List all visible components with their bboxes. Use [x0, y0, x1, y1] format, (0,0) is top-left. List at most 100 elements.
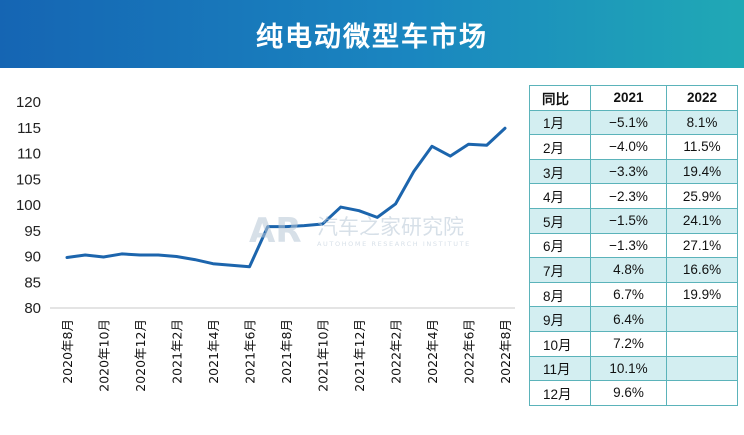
- table-cell: 11.5%: [666, 134, 738, 160]
- x-tick-label: 2021年2月: [170, 319, 185, 384]
- title-bar: 纯电动微型车市场: [0, 0, 744, 68]
- y-tick-label: 105: [16, 171, 41, 188]
- yoy-table: 同比 2021 2022 1月 −5.1% 8.1% 2月 −4.0% 11.5% 3月 −3…: [529, 85, 738, 406]
- x-tick-label: 2021年4月: [206, 319, 221, 384]
- y-tick-label: 120: [16, 94, 41, 111]
- table-cell: [666, 380, 738, 406]
- table-cell: 3月: [529, 158, 591, 185]
- table-cell: 10月: [529, 330, 591, 357]
- table-cell: 9.6%: [590, 380, 667, 406]
- y-tick-label: 95: [24, 223, 41, 240]
- table-cell: 7.2%: [590, 330, 667, 357]
- table-cell: 11月: [529, 355, 591, 382]
- line-chart: 80 85 90 95 100 105 110 115 120 2020年8月 2020年10月 20…: [16, 94, 515, 392]
- x-tick-label: 2020年8月: [60, 319, 75, 384]
- data-point: [449, 154, 452, 158]
- data-point: [230, 264, 233, 267]
- table-cell: 6.7%: [590, 281, 667, 308]
- table-cell: [666, 355, 738, 382]
- data-point: [84, 253, 87, 257]
- y-tick-label: 80: [24, 300, 41, 317]
- data-point: [138, 253, 142, 257]
- x-tick-label: 2022年2月: [389, 319, 404, 384]
- data-point: [65, 256, 69, 259]
- table-cell: [666, 330, 738, 357]
- table-row: 11月 10.1%: [529, 355, 738, 382]
- table-cell: 9月: [529, 306, 591, 332]
- table-cell: 5月: [529, 207, 591, 234]
- y-tick-label: 85: [24, 274, 41, 291]
- table-cell: 24.1%: [666, 207, 738, 234]
- data-point: [266, 225, 269, 228]
- data-point: [503, 127, 507, 130]
- table-row: 12月 9.6%: [529, 380, 738, 406]
- table-row: 2月 −4.0% 11.5%: [529, 134, 738, 160]
- data-point: [376, 216, 379, 219]
- x-tick-label: 2021年8月: [279, 319, 294, 384]
- y-tick-label: 100: [16, 197, 41, 214]
- y-tick-label: 110: [17, 146, 41, 163]
- table-cell: 2月: [529, 134, 591, 160]
- data-point: [430, 145, 434, 148]
- data-point: [339, 205, 342, 209]
- table-cell: 8.1%: [666, 109, 738, 136]
- y-tick-label: 115: [17, 120, 41, 137]
- table-cell: 7月: [529, 257, 591, 283]
- data-point: [175, 255, 178, 258]
- table-cell: 4.8%: [590, 257, 667, 283]
- data-point: [248, 265, 251, 268]
- table-cell: 27.1%: [666, 232, 738, 259]
- table-cell: 10.1%: [590, 355, 667, 382]
- table-row: 8月 6.7% 19.9%: [529, 281, 738, 308]
- data-point: [303, 224, 306, 227]
- table-header-cell: 同比: [529, 85, 591, 111]
- table-cell: 6.4%: [590, 306, 667, 332]
- data-point: [157, 253, 160, 257]
- data-point: [211, 262, 215, 265]
- data-point: [120, 252, 123, 256]
- table-cell: −1.3%: [590, 232, 667, 259]
- data-point: [357, 209, 361, 212]
- table-row: 5月 −1.5% 24.1%: [529, 207, 738, 234]
- table-cell: −5.1%: [590, 109, 667, 136]
- x-tick-label: 2021年12月: [352, 319, 367, 392]
- x-tick-label: 2022年6月: [462, 319, 477, 384]
- table-cell: 6月: [529, 232, 591, 259]
- table-cell: 16.6%: [666, 257, 738, 283]
- data-point: [412, 170, 415, 173]
- table-cell: 19.9%: [666, 281, 738, 308]
- page-title: 纯电动微型车市场: [256, 21, 488, 53]
- table-header-cell: 2022: [666, 85, 738, 111]
- table-cell: −1.5%: [590, 207, 667, 234]
- table-cell: 4月: [529, 183, 591, 209]
- table-row: 7月 4.8% 16.6%: [529, 257, 738, 283]
- table-row: 3月 −3.3% 19.4%: [529, 158, 738, 185]
- x-tick-label: 2020年12月: [133, 319, 148, 392]
- table-row: 6月 −1.3% 27.1%: [529, 232, 738, 259]
- table-cell: 25.9%: [666, 183, 738, 209]
- table-cell: 19.4%: [666, 158, 738, 185]
- table-cell: −3.3%: [590, 158, 667, 185]
- table-row: 10月 7.2%: [529, 330, 738, 357]
- y-tick-label: 90: [24, 249, 41, 266]
- data-point: [394, 202, 397, 206]
- data-point: [193, 258, 196, 261]
- data-point: [467, 143, 470, 146]
- table-header-cell: 2021: [590, 85, 667, 111]
- table-cell: −2.3%: [590, 183, 667, 209]
- table-row: 9月 6.4%: [529, 306, 738, 332]
- series-line: [65, 126, 507, 269]
- table-cell: [666, 306, 738, 332]
- x-tick-label: 2020年10月: [97, 319, 112, 392]
- table-header-row: 同比 2021 2022: [529, 85, 738, 111]
- x-tick-label: 2022年8月: [498, 319, 513, 384]
- table-row: 1月 −5.1% 8.1%: [529, 109, 738, 136]
- x-tick-label: 2021年10月: [316, 319, 331, 392]
- table-cell: −4.0%: [590, 134, 667, 160]
- data-point: [284, 225, 288, 228]
- data-point: [485, 144, 488, 147]
- x-tick-label: 2021年6月: [243, 319, 258, 384]
- table-cell: 12月: [529, 380, 591, 406]
- table-body: 1月 −5.1% 8.1% 2月 −4.0% 11.5% 3月 −3.3% 19.4% 4月 −2.…: [529, 109, 738, 406]
- x-tick-label: 2022年4月: [425, 319, 440, 384]
